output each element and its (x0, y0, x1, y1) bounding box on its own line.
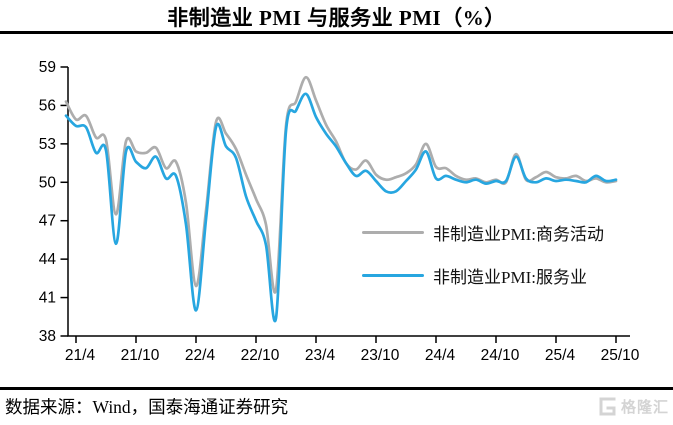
chart-title: 非制造业 PMI 与服务业 PMI（%） (167, 6, 506, 30)
axes (67, 67, 630, 337)
y-tick-label: 56 (39, 97, 56, 114)
data-source-note: 数据来源：Wind，国泰海通证券研究 (5, 397, 289, 417)
y-tick-label: 38 (39, 328, 56, 345)
x-tick-label: 23/4 (305, 347, 336, 364)
x-tick-label: 21/4 (65, 347, 96, 364)
x-tick-label: 24/10 (481, 347, 520, 364)
legend-line-services-icon (362, 274, 424, 277)
y-tick-label: 44 (39, 251, 57, 268)
series-line-services (64, 92, 618, 323)
footer-divider-line (0, 387, 673, 390)
legend-item-business: 非制造业PMI:商务活动 (362, 220, 604, 245)
x-tick-label: 22/4 (185, 347, 216, 364)
gelonghui-logo-text: 格隆汇 (620, 399, 669, 416)
y-tick-label: 47 (39, 213, 56, 230)
legend-label-business: 非制造业PMI:商务活动 (433, 225, 604, 244)
y-tick-label: 50 (39, 174, 57, 191)
x-tick-label: 25/10 (601, 347, 640, 364)
x-tick-label: 25/4 (545, 347, 576, 364)
x-tick-label: 23/10 (361, 347, 400, 364)
gelonghui-logo: 格隆汇 (597, 396, 669, 417)
y-tick-label: 53 (39, 136, 56, 153)
series-line-business (64, 75, 618, 294)
title-divider-line (0, 31, 673, 34)
legend-item-services: 非制造业PMI:服务业 (362, 263, 587, 288)
x-tick-label: 21/10 (121, 347, 160, 364)
legend-line-business-icon (362, 231, 424, 234)
gelonghui-g-icon (599, 397, 616, 416)
legend-label-services: 非制造业PMI:服务业 (433, 268, 587, 287)
x-tick-label: 22/10 (241, 347, 280, 364)
y-tick-label: 59 (39, 59, 56, 76)
x-tick-label: 24/4 (425, 347, 456, 364)
y-tick-label: 41 (39, 290, 56, 307)
